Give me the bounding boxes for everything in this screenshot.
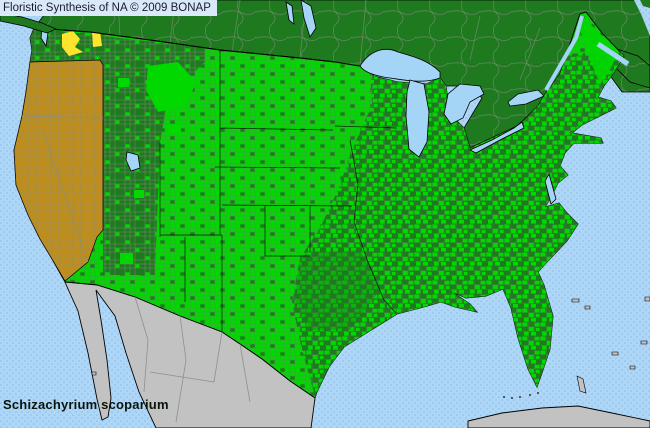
utah-bright-county-2 <box>134 190 144 198</box>
washington-rare-counties <box>62 31 83 56</box>
st-lawrence-river <box>544 15 584 91</box>
florida-keys <box>503 392 539 399</box>
mexico-state-borders <box>134 296 251 423</box>
species-name-text: Schizachyrium scoparium <box>3 397 169 412</box>
us-canada-border <box>33 27 336 63</box>
species-name-label: Schizachyrium scoparium <box>3 397 169 412</box>
utah-bright-county <box>120 253 133 264</box>
bahamas-islands <box>91 296 650 394</box>
region-east-texas-dark <box>295 250 380 330</box>
california-nevada-border <box>21 115 104 263</box>
gulf-of-st-lawrence <box>634 0 650 36</box>
lake-huron <box>443 83 485 125</box>
idaho-bright-county <box>118 78 129 87</box>
montana-bright-county <box>168 124 181 134</box>
map-title: Floristic Synthesis of NA © 2009 BONAP <box>0 0 217 16</box>
great-lakes <box>40 0 557 205</box>
lake-ontario <box>507 89 545 107</box>
region-cuba <box>467 405 650 428</box>
lake-erie <box>469 121 525 154</box>
great-salt-lake <box>125 151 141 172</box>
region-mexico <box>64 281 316 428</box>
washington-rare-counties-2 <box>92 31 102 47</box>
region-maine-bright <box>580 16 618 84</box>
canada-province-borders <box>117 0 541 81</box>
map-title-text: Floristic Synthesis of NA © 2009 BONAP <box>3 2 211 14</box>
lake-manitoba <box>285 1 295 25</box>
bay-of-fundy <box>596 41 630 67</box>
lake-michigan <box>405 79 430 158</box>
lake-winnipeg <box>300 0 317 38</box>
lake-superior <box>359 49 441 82</box>
region-west-coast-brown <box>14 59 104 282</box>
newfoundland-tip <box>640 0 650 8</box>
chesapeake-bay <box>544 172 557 205</box>
montana-bright-counties <box>146 62 196 112</box>
vancouver-island <box>0 12 57 34</box>
state-borders <box>159 50 397 332</box>
